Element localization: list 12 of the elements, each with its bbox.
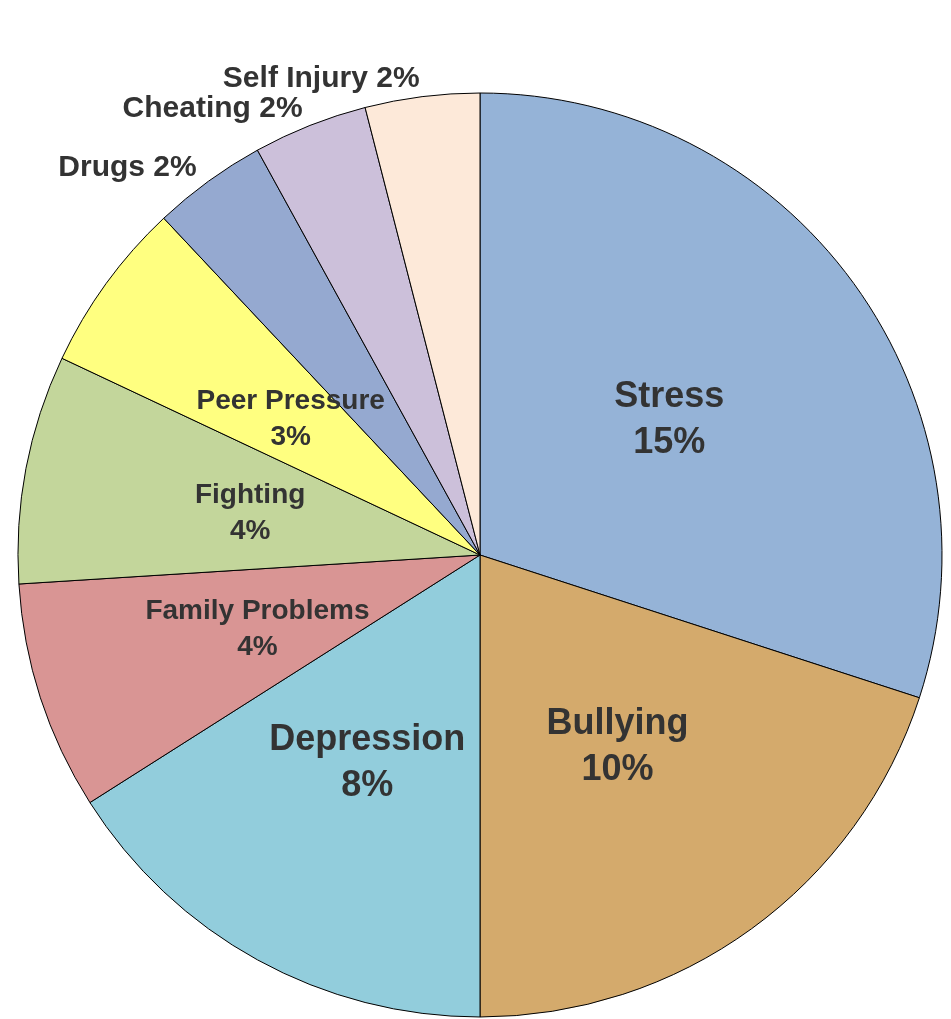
data-label: 8% (341, 762, 394, 804)
slice-label: Depression (269, 716, 466, 758)
slice-label: Bullying (546, 700, 689, 742)
slice-label: Family Problems (145, 593, 370, 625)
data-label: 15% (633, 419, 706, 461)
slice-label: Drugs 2% (58, 148, 197, 182)
data-label: 3% (270, 419, 312, 451)
data-label: 4% (229, 513, 271, 545)
slice-label: Fighting (194, 477, 306, 509)
slice-label: Stress (614, 373, 725, 415)
data-label: 10% (581, 746, 654, 788)
data-label: 4% (237, 629, 278, 661)
